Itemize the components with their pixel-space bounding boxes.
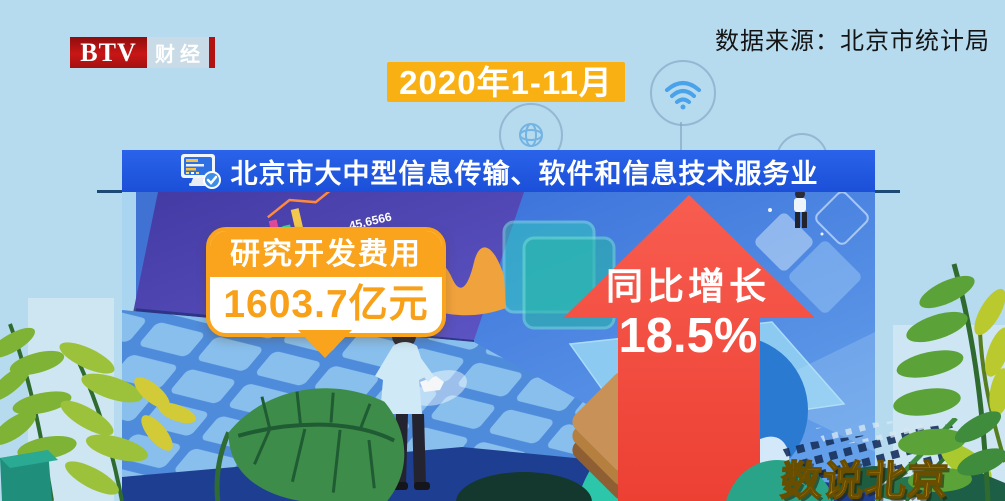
growth-arrow-shape [563, 195, 815, 501]
channel-logo-btv: BTV [70, 37, 147, 68]
show-watermark: 数说北京 [778, 457, 951, 501]
growth-label: 同比增长 [606, 266, 770, 307]
growth-arrow [552, 190, 824, 501]
channel-logo-bar [209, 37, 215, 68]
globe-icon [519, 123, 543, 147]
channel-logo-category: 财经 [147, 37, 209, 68]
blue-cubes [752, 192, 875, 452]
rnd-expense-bubble: 研究开发费用 1603.7亿元 [206, 227, 446, 337]
report-monitor-icon [180, 154, 221, 189]
rnd-expense-bubble-tail [298, 330, 352, 358]
growth-value: 18.5% [618, 309, 758, 363]
left-plants [0, 323, 405, 501]
wifi-icon [665, 81, 701, 110]
wifi-circle-stem [680, 122, 682, 151]
panel-title: 北京市大中型信息传输、软件和信息技术服务业 [230, 158, 819, 189]
right-plants [893, 263, 1005, 501]
wifi-circle [650, 60, 716, 126]
channel-logo: BTV 财经 [70, 37, 215, 68]
rnd-expense-label: 研究开发费用 [210, 231, 442, 277]
panel-edge-line-right [875, 190, 900, 193]
data-source-label: 数据来源：北京市统计局 [715, 28, 990, 55]
panel-edge-line-left [97, 190, 122, 193]
panel-header: 北京市大中型信息传输、软件和信息技术服务业 [122, 150, 875, 192]
rnd-expense-value: 1603.7亿元 [223, 283, 429, 326]
big-leaf [214, 388, 405, 501]
teal-glass-squares [502, 220, 616, 330]
period-banner: 2020年1-11月 [387, 62, 625, 102]
small-person-figure [794, 192, 807, 228]
